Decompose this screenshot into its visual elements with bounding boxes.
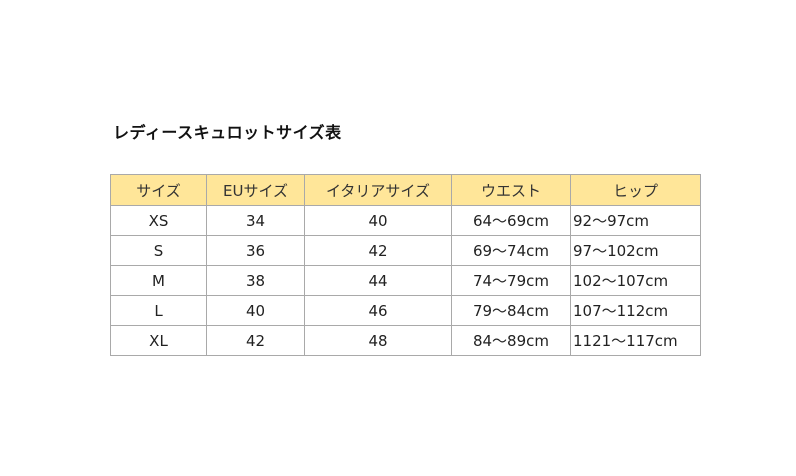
cell-hip: 97〜102cm: [570, 235, 701, 266]
header-eu-size: EUサイズ: [206, 174, 305, 206]
page-title: レディースキュロットサイズ表: [113, 123, 342, 142]
cell-waist: 84〜89cm: [451, 325, 571, 356]
cell-size: S: [110, 235, 207, 266]
cell-italy-size: 44: [304, 265, 452, 296]
cell-waist: 64〜69cm: [451, 205, 571, 236]
cell-italy-size: 48: [304, 325, 452, 356]
cell-italy-size: 40: [304, 205, 452, 236]
table-row: M 38 44 74〜79cm 102〜107cm: [110, 265, 701, 296]
size-table: サイズ EUサイズ イタリアサイズ ウエスト ヒップ XS 34 40 64〜69cm…: [110, 174, 701, 356]
cell-eu-size: 36: [206, 235, 305, 266]
cell-eu-size: 34: [206, 205, 305, 236]
cell-eu-size: 40: [206, 295, 305, 326]
cell-size: L: [110, 295, 207, 326]
cell-eu-size: 38: [206, 265, 305, 296]
table-row: S 36 42 69〜74cm 97〜102cm: [110, 235, 701, 266]
header-size: サイズ: [110, 174, 207, 206]
header-waist: ウエスト: [451, 174, 571, 206]
cell-italy-size: 42: [304, 235, 452, 266]
cell-size: XS: [110, 205, 207, 236]
table-row: L 40 46 79〜84cm 107〜112cm: [110, 295, 701, 326]
header-italy-size: イタリアサイズ: [304, 174, 452, 206]
table-row: XS 34 40 64〜69cm 92〜97cm: [110, 205, 701, 236]
header-hip: ヒップ: [570, 174, 701, 206]
cell-waist: 69〜74cm: [451, 235, 571, 266]
cell-size: M: [110, 265, 207, 296]
cell-italy-size: 46: [304, 295, 452, 326]
table-row: XL 42 48 84〜89cm 1121〜117cm: [110, 325, 701, 356]
cell-hip: 92〜97cm: [570, 205, 701, 236]
cell-waist: 74〜79cm: [451, 265, 571, 296]
table-header-row: サイズ EUサイズ イタリアサイズ ウエスト ヒップ: [110, 174, 701, 206]
cell-waist: 79〜84cm: [451, 295, 571, 326]
cell-hip: 107〜112cm: [570, 295, 701, 326]
cell-eu-size: 42: [206, 325, 305, 356]
cell-size: XL: [110, 325, 207, 356]
cell-hip: 102〜107cm: [570, 265, 701, 296]
cell-hip: 1121〜117cm: [570, 325, 701, 356]
